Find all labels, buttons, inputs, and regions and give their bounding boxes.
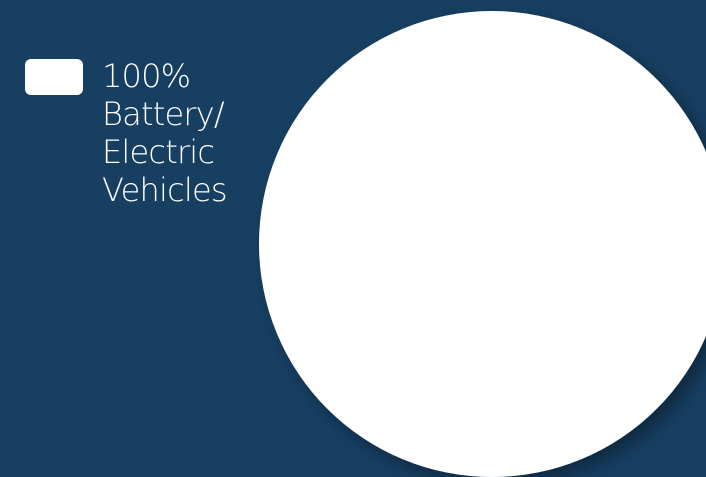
pie-slice-0 <box>259 11 706 477</box>
legend-category-line-1: Battery/ <box>102 95 225 133</box>
legend-category-line-2: Electric <box>102 133 215 171</box>
legend-item-battery-electric-vehicles: 100% Battery/ Electric Vehicles <box>25 57 255 209</box>
pie-slices <box>259 11 706 477</box>
legend: 100% Battery/ Electric Vehicles <box>25 57 255 209</box>
legend-category-line-3: Vehicles <box>102 171 228 209</box>
legend-swatch <box>25 59 83 95</box>
legend-label: 100% Battery/ Electric Vehicles <box>102 57 228 209</box>
legend-percent: 100% <box>102 57 191 95</box>
